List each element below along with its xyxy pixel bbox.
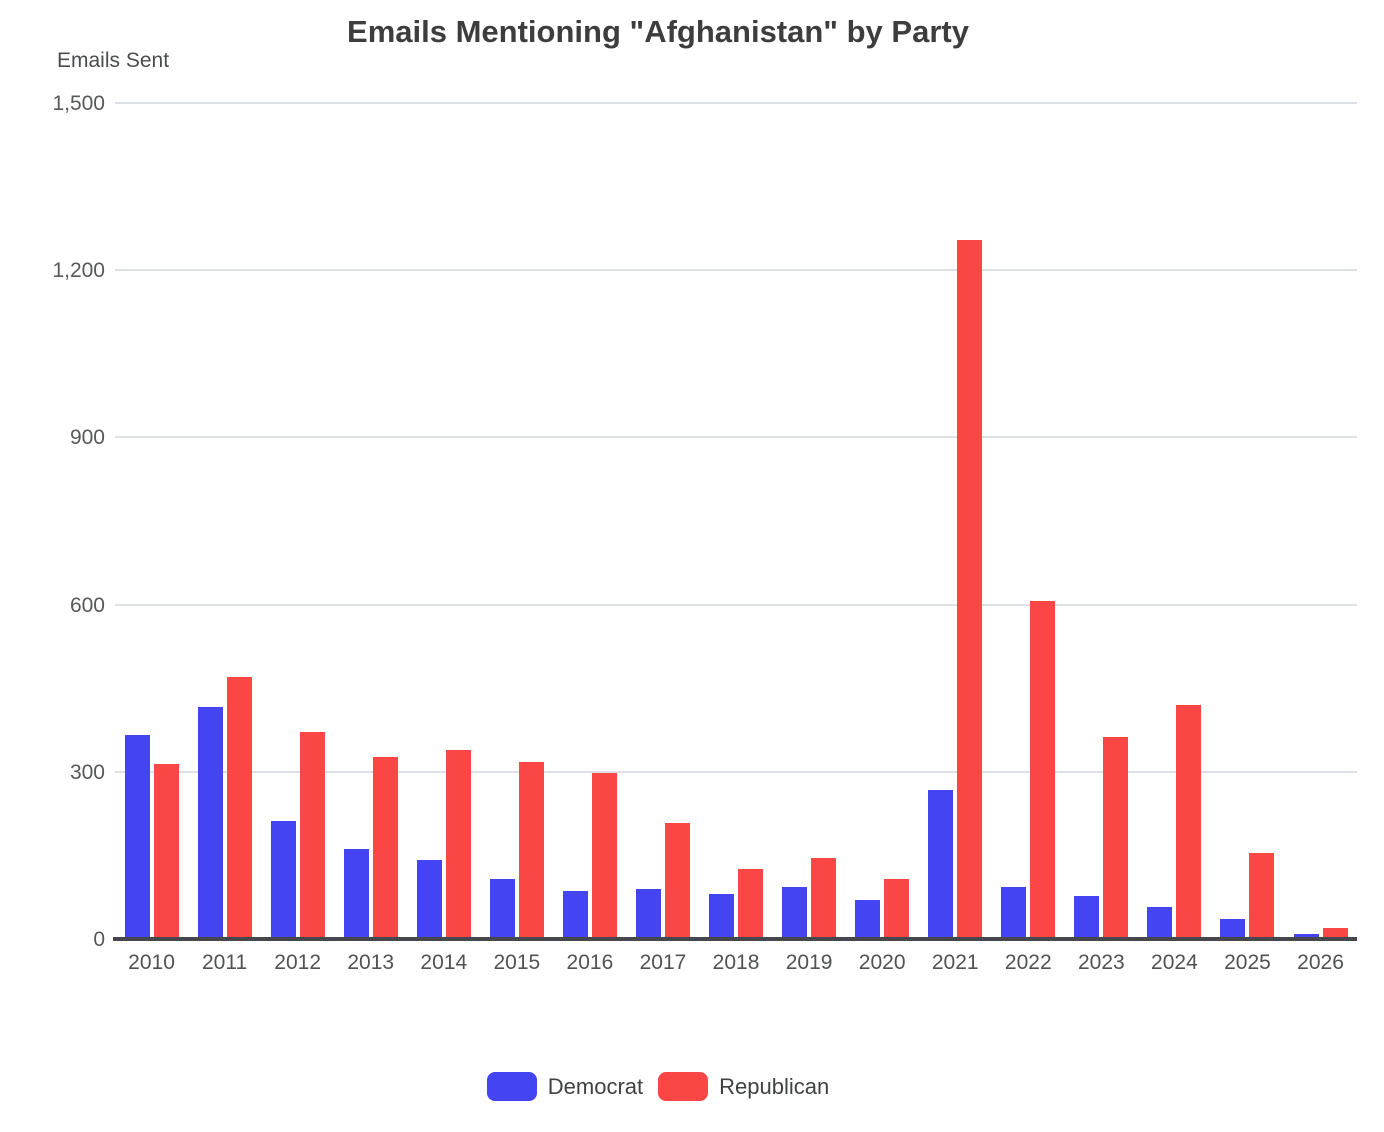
bar-democrat-2019: [782, 887, 808, 939]
y-axis-title: Emails Sent: [57, 49, 170, 72]
y-tick-1200: 1,200: [52, 259, 105, 283]
x-label-2017: 2017: [639, 951, 687, 974]
bar-republican-2014: [445, 749, 471, 939]
x-label-2018: 2018: [712, 951, 760, 974]
x-label-2014: 2014: [420, 951, 468, 974]
bar-group-2010: [115, 103, 188, 939]
bar-republican-2019: [811, 857, 837, 939]
bar-democrat-2018: [709, 894, 735, 939]
chart-title: Emails Mentioning "Afghanistan" by Party: [347, 14, 969, 49]
x-label-2022: 2022: [1004, 951, 1052, 974]
bar-democrat-2013: [343, 848, 369, 939]
bar-democrat-2023: [1074, 896, 1100, 939]
bar-republican-2026: [1322, 928, 1348, 939]
bar-democrat-2020: [855, 900, 881, 939]
bar-republican-2018: [738, 869, 764, 939]
x-label-2013: 2013: [347, 951, 395, 974]
bar-republican-2021: [957, 239, 983, 939]
y-tick-0: 0: [93, 928, 105, 951]
x-label-2010: 2010: [128, 951, 175, 974]
x-label-2024: 2024: [1151, 951, 1198, 974]
bar-republican-2010: [153, 764, 179, 939]
y-tick-600: 600: [69, 593, 105, 617]
bar-democrat-2026: [1293, 933, 1319, 939]
x-label-2026: 2026: [1297, 951, 1344, 974]
x-label-2011: 2011: [202, 951, 248, 974]
bar-group-2017: [626, 103, 699, 939]
bar-democrat-2015: [489, 878, 515, 939]
bar-republican-2020: [884, 879, 910, 939]
x-axis-line: [113, 937, 1357, 941]
bar-republican-2016: [591, 772, 617, 939]
bar-democrat-2024: [1147, 907, 1173, 939]
x-axis-labels: 2010 2011 2012 2013 2014 2015 2016 2017 2018 2019…: [115, 951, 1357, 975]
legend-item-democrat[interactable]: Democrat: [486, 1072, 644, 1101]
bar-group-2021: [919, 103, 992, 939]
bar-republican-2024: [1176, 705, 1202, 939]
legend-swatch-democrat: [486, 1072, 537, 1101]
bar-democrat-2016: [562, 891, 588, 939]
bar-group-2019: [773, 103, 846, 939]
x-label-2021: 2021: [931, 951, 979, 974]
x-label-2023: 2023: [1077, 951, 1125, 974]
bar-republican-2013: [372, 757, 398, 939]
bar-democrat-2014: [416, 859, 442, 939]
bar-group-2018: [700, 103, 773, 939]
bar-group-2012: [261, 103, 334, 939]
x-label-2016: 2016: [566, 951, 614, 974]
y-tick-900: 900: [69, 426, 105, 450]
bar-group-2020: [846, 103, 919, 939]
legend-swatch-republican: [658, 1072, 709, 1101]
x-label-2015: 2015: [493, 951, 541, 974]
bar-democrat-2011: [197, 706, 223, 939]
bars-layer: [115, 103, 1357, 939]
legend-label-republican: Republican: [719, 1073, 830, 1099]
bar-republican-2017: [664, 822, 690, 939]
bar-group-2024: [1138, 103, 1211, 939]
bar-group-2015: [480, 103, 553, 939]
bar-group-2022: [992, 103, 1065, 939]
bar-democrat-2025: [1220, 918, 1246, 939]
bar-group-2013: [334, 103, 407, 939]
plot-area: 0 300 600 900 1,200 1,500: [52, 92, 1357, 951]
x-label-2020: 2020: [858, 951, 906, 974]
bar-democrat-2010: [124, 735, 150, 939]
legend: Democrat Republican: [0, 1072, 1316, 1101]
bar-democrat-2012: [270, 820, 296, 939]
bar-group-2023: [1065, 103, 1138, 939]
y-tick-300: 300: [69, 760, 105, 784]
x-label-2019: 2019: [785, 951, 833, 974]
x-label-2012: 2012: [274, 951, 322, 974]
bar-republican-2015: [518, 761, 544, 939]
bar-republican-2022: [1030, 600, 1056, 939]
legend-label-democrat: Democrat: [547, 1073, 644, 1099]
bar-democrat-2022: [1001, 886, 1027, 939]
legend-item-republican[interactable]: Republican: [658, 1072, 829, 1101]
bar-republican-2025: [1249, 853, 1275, 939]
bar-group-2011: [188, 103, 261, 939]
bar-republican-2012: [299, 731, 325, 939]
bar-group-2014: [407, 103, 480, 939]
bar-group-2025: [1211, 103, 1284, 939]
bar-republican-2023: [1103, 736, 1129, 939]
bar-democrat-2017: [635, 888, 661, 939]
y-tick-1500: 1,500: [52, 92, 105, 115]
bar-group-2026: [1284, 103, 1357, 939]
bar-democrat-2021: [928, 789, 954, 939]
x-label-2025: 2025: [1224, 951, 1271, 974]
bar-group-2016: [553, 103, 626, 939]
bar-republican-2011: [226, 676, 252, 939]
